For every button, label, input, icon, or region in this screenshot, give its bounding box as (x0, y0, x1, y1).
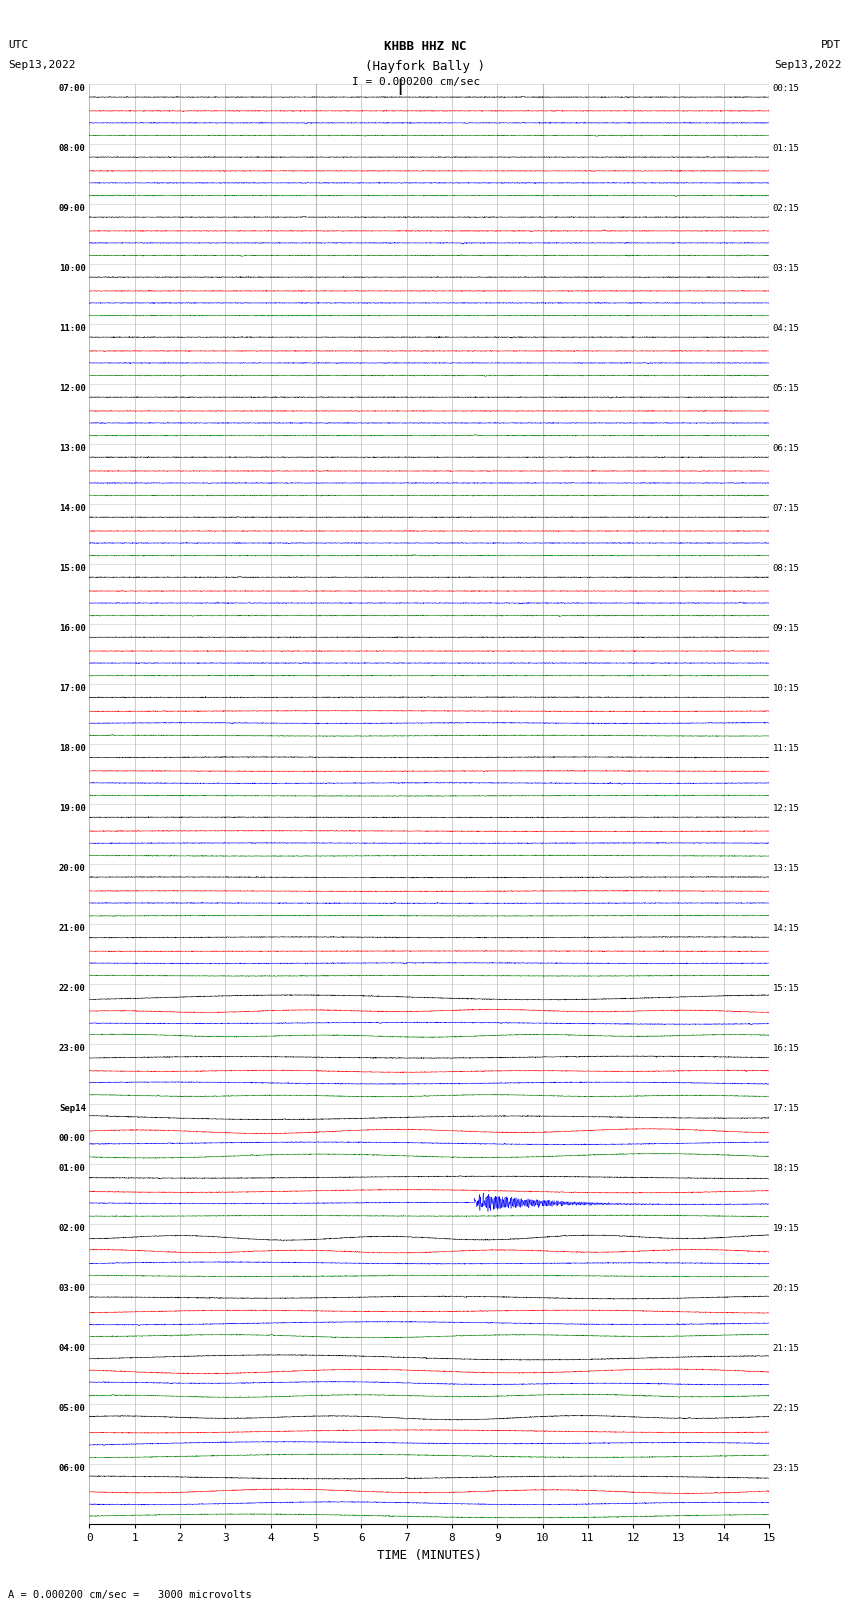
Text: 00:15: 00:15 (773, 84, 800, 94)
Text: 17:00: 17:00 (59, 684, 86, 694)
Text: 00:00: 00:00 (59, 1134, 86, 1144)
Text: 07:15: 07:15 (773, 503, 800, 513)
Text: 10:00: 10:00 (59, 265, 86, 273)
Text: Sep14: Sep14 (59, 1105, 86, 1113)
Text: 12:15: 12:15 (773, 803, 800, 813)
Text: 22:00: 22:00 (59, 984, 86, 994)
Text: Sep13,2022: Sep13,2022 (8, 60, 76, 69)
X-axis label: TIME (MINUTES): TIME (MINUTES) (377, 1548, 482, 1561)
Text: 14:00: 14:00 (59, 503, 86, 513)
Text: 04:00: 04:00 (59, 1344, 86, 1353)
Text: 19:00: 19:00 (59, 803, 86, 813)
Text: 21:00: 21:00 (59, 924, 86, 932)
Text: 03:00: 03:00 (59, 1284, 86, 1294)
Text: 18:15: 18:15 (773, 1165, 800, 1173)
Text: 21:15: 21:15 (773, 1344, 800, 1353)
Text: 02:00: 02:00 (59, 1224, 86, 1234)
Text: |: | (395, 79, 404, 95)
Text: 06:15: 06:15 (773, 444, 800, 453)
Text: 01:15: 01:15 (773, 144, 800, 153)
Text: 20:15: 20:15 (773, 1284, 800, 1294)
Text: 22:15: 22:15 (773, 1405, 800, 1413)
Text: 15:00: 15:00 (59, 565, 86, 573)
Text: 15:15: 15:15 (773, 984, 800, 994)
Text: 05:00: 05:00 (59, 1405, 86, 1413)
Text: 23:15: 23:15 (773, 1465, 800, 1473)
Text: 01:00: 01:00 (59, 1165, 86, 1173)
Text: 16:00: 16:00 (59, 624, 86, 632)
Text: 09:00: 09:00 (59, 203, 86, 213)
Text: 20:00: 20:00 (59, 865, 86, 873)
Text: 09:15: 09:15 (773, 624, 800, 632)
Text: 18:00: 18:00 (59, 744, 86, 753)
Text: (Hayfork Bally ): (Hayfork Bally ) (365, 60, 485, 73)
Text: 16:15: 16:15 (773, 1044, 800, 1053)
Text: 08:15: 08:15 (773, 565, 800, 573)
Text: 05:15: 05:15 (773, 384, 800, 394)
Text: PDT: PDT (821, 40, 842, 50)
Text: 11:00: 11:00 (59, 324, 86, 332)
Text: Sep13,2022: Sep13,2022 (774, 60, 842, 69)
Text: 07:00: 07:00 (59, 84, 86, 94)
Text: 13:00: 13:00 (59, 444, 86, 453)
Text: 06:00: 06:00 (59, 1465, 86, 1473)
Text: 13:15: 13:15 (773, 865, 800, 873)
Text: UTC: UTC (8, 40, 29, 50)
Text: 23:00: 23:00 (59, 1044, 86, 1053)
Text: A = 0.000200 cm/sec =   3000 microvolts: A = 0.000200 cm/sec = 3000 microvolts (8, 1590, 252, 1600)
Text: 17:15: 17:15 (773, 1105, 800, 1113)
Text: 02:15: 02:15 (773, 203, 800, 213)
Text: 11:15: 11:15 (773, 744, 800, 753)
Text: 19:15: 19:15 (773, 1224, 800, 1234)
Text: I = 0.000200 cm/sec: I = 0.000200 cm/sec (353, 77, 480, 87)
Text: 14:15: 14:15 (773, 924, 800, 932)
Text: 10:15: 10:15 (773, 684, 800, 694)
Text: 03:15: 03:15 (773, 265, 800, 273)
Text: 08:00: 08:00 (59, 144, 86, 153)
Text: 12:00: 12:00 (59, 384, 86, 394)
Text: KHBB HHZ NC: KHBB HHZ NC (383, 40, 467, 53)
Text: 04:15: 04:15 (773, 324, 800, 332)
